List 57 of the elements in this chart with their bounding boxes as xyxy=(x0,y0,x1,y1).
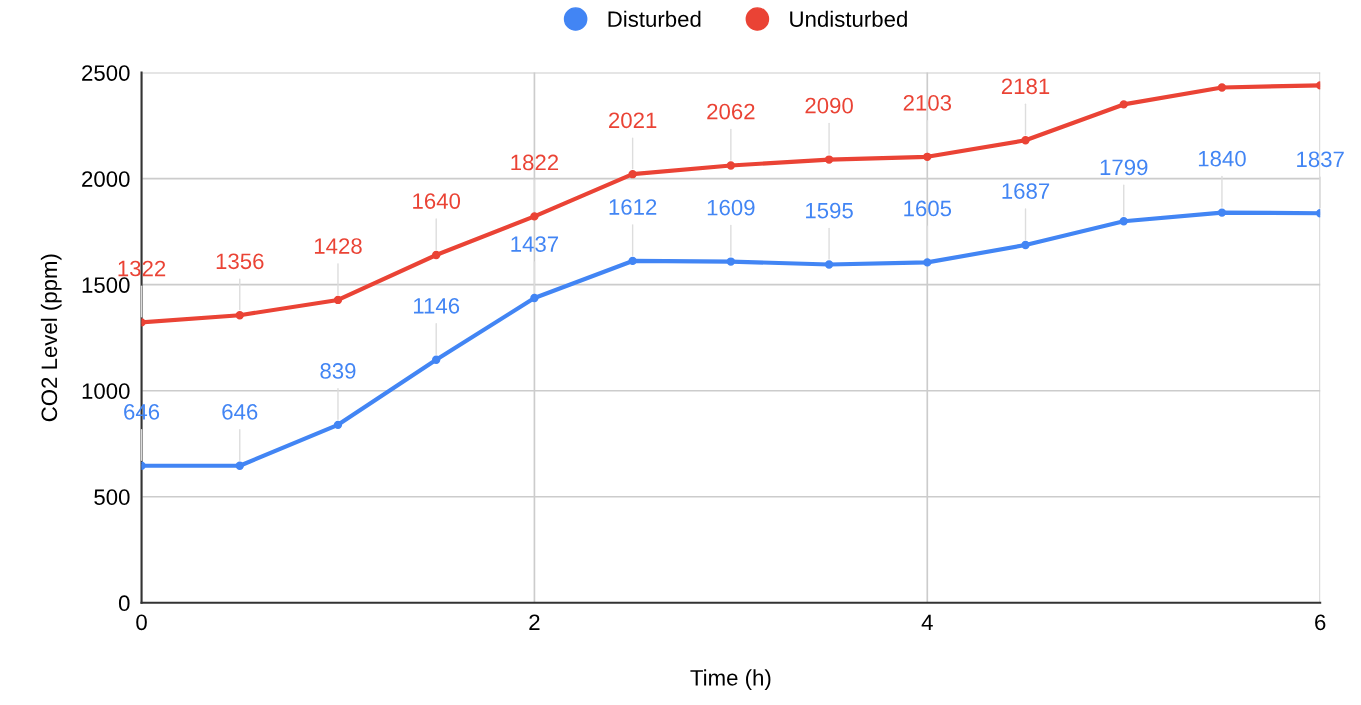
point xyxy=(530,212,539,221)
point xyxy=(1021,240,1030,250)
point xyxy=(923,152,932,161)
data-label: 2181 xyxy=(1001,78,1050,95)
point xyxy=(923,258,932,267)
point xyxy=(1021,136,1030,145)
data-label: 1822 xyxy=(511,154,559,171)
y-tick-label: 1000 xyxy=(82,383,130,399)
y-tick-label: 0 xyxy=(118,595,130,612)
y-tick-label: 2500 xyxy=(82,65,130,81)
point xyxy=(333,420,343,430)
legend-label: Undisturbed xyxy=(790,10,907,28)
point xyxy=(235,311,244,320)
data-label: 1595 xyxy=(806,202,853,219)
point xyxy=(824,155,834,164)
x-tick-label: 4 xyxy=(921,614,933,630)
data-label: 1605 xyxy=(904,200,952,217)
point xyxy=(628,256,637,266)
point xyxy=(1217,83,1227,92)
data-label: 839 xyxy=(320,363,356,379)
point xyxy=(824,260,834,269)
point xyxy=(1119,100,1128,109)
x-tick-label: 2 xyxy=(529,614,540,630)
data-label: 1428 xyxy=(314,238,362,254)
y-axis-title: CO2 Level (ppm) xyxy=(40,254,62,422)
x-tick-label: 0 xyxy=(136,614,147,631)
point xyxy=(432,355,441,364)
data-label: 1612 xyxy=(609,199,657,215)
point xyxy=(333,295,343,305)
data-label: 1437 xyxy=(511,236,559,252)
y-tick-label: 1500 xyxy=(82,277,130,293)
point xyxy=(726,161,736,170)
data-label: 1687 xyxy=(1002,183,1050,199)
x-axis-title: Time (h) xyxy=(690,669,771,691)
legend-label: Disturbed xyxy=(608,10,701,28)
data-label: 646 xyxy=(222,403,258,420)
data-label: 2021 xyxy=(609,112,657,129)
point xyxy=(530,293,539,303)
point xyxy=(1217,208,1227,217)
data-label: 1609 xyxy=(707,199,755,216)
y-tick-label: 2000 xyxy=(82,171,130,187)
data-label: 1356 xyxy=(216,253,264,270)
y-tick-label: 500 xyxy=(94,489,130,506)
data-label: 1146 xyxy=(414,297,460,314)
data-label: 1840 xyxy=(1198,150,1246,167)
point xyxy=(628,170,637,179)
data-label: 2062 xyxy=(707,103,755,120)
data-label: 2090 xyxy=(805,97,853,114)
point xyxy=(726,257,736,266)
point xyxy=(235,461,244,470)
x-tick-label: 6 xyxy=(1315,614,1326,631)
data-label: 1640 xyxy=(413,193,461,209)
data-label: 1837 xyxy=(1297,151,1344,168)
data-label: 1799 xyxy=(1100,159,1148,176)
data-label: 2103 xyxy=(903,95,952,111)
point xyxy=(432,250,441,260)
point xyxy=(1119,217,1128,226)
